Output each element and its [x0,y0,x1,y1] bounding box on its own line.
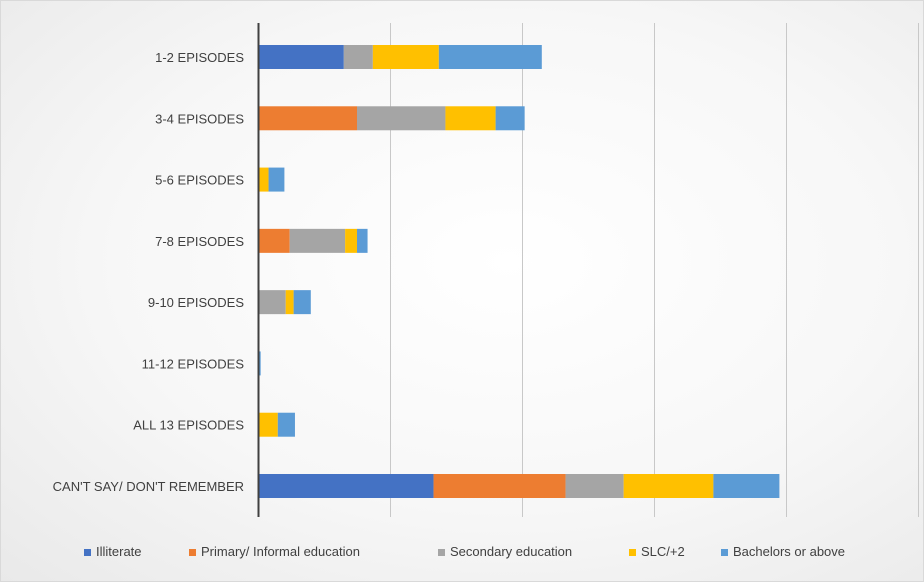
bar-1-3 [445,106,496,131]
legend-swatch-0 [84,549,91,556]
legend-label-3: SLC/+2 [641,544,685,559]
bar-1-1 [258,106,357,131]
category-label-7: CAN'T SAY/ DON'T REMEMBER [53,479,244,494]
legend-swatch-2 [438,549,445,556]
bar-7-2 [565,474,624,498]
bar-4-3 [285,290,294,315]
bar-0-3 [372,45,439,69]
category-label-2: 5-6 EPISODES [155,173,244,188]
category-label-3: 7-8 EPISODES [155,234,244,249]
bar-1-4 [495,106,525,131]
bar-0-0 [258,45,344,69]
legend-label-2: Secondary education [450,544,572,559]
bar-4-2 [258,290,286,315]
category-label-5: 11-12 EPISODES [142,356,245,371]
legend-swatch-4 [721,549,728,556]
category-label-4: 9-10 EPISODES [148,295,244,310]
bar-2-3 [258,167,269,192]
category-label-6: ALL 13 EPISODES [133,418,244,433]
bar-3-2 [289,228,346,253]
legend-label-1: Primary/ Informal education [201,544,360,559]
bar-4-4 [293,290,311,315]
category-label-0: 1-2 EPISODES [155,50,244,65]
bar-7-3 [623,474,714,498]
legend-swatch-3 [629,549,636,556]
bar-6-3 [258,412,278,437]
legend-label-0: Illiterate [96,544,142,559]
bar-7-4 [713,474,780,498]
bar-6-4 [277,412,295,437]
bar-2-4 [268,167,285,192]
bar-1-2 [357,106,446,131]
bar-3-3 [345,228,357,253]
bar-3-4 [357,228,368,253]
category-label-1: 3-4 EPISODES [155,111,244,126]
legend-swatch-1 [189,549,196,556]
legend-label-4: Bachelors or above [733,544,845,559]
bar-7-1 [433,474,566,498]
bar-0-4 [438,45,542,69]
bar-3-1 [258,228,290,253]
bar-0-2 [343,45,373,69]
bar-7-0 [258,474,434,498]
